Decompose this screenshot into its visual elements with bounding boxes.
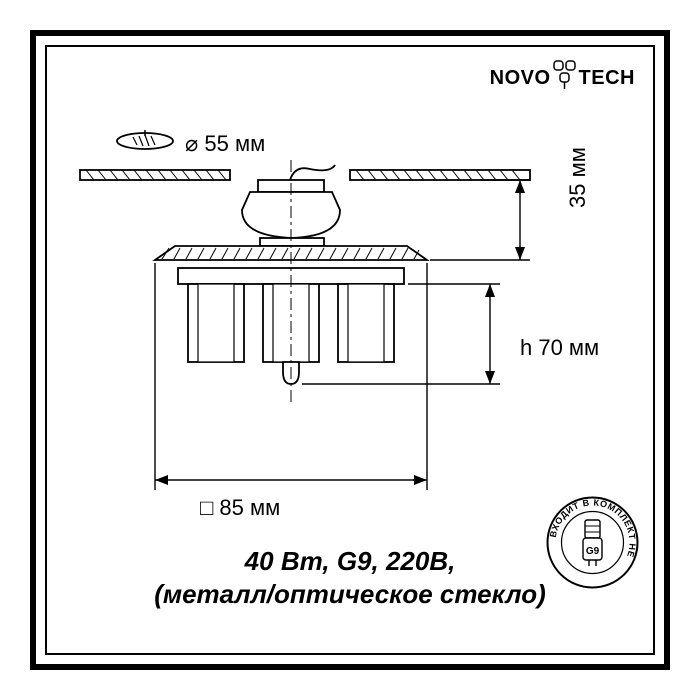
brand-logo: NOVO TECH — [490, 60, 635, 96]
drill-diameter-label: ⌀ 55 мм — [185, 131, 265, 157]
drill-spec: ⌀ 55 мм — [115, 130, 265, 157]
page: NOVO TECH ⌀ 55 мм — [0, 0, 700, 700]
badge-bulb-label: G9 — [586, 546, 600, 557]
brand-right: TECH — [579, 67, 635, 90]
dim-height-label: h 70 мм — [520, 335, 599, 361]
fixture-diagram — [60, 160, 640, 490]
dim-recess-label: 35 мм — [565, 147, 591, 208]
logo-glyph-icon — [553, 60, 577, 96]
drill-bit-icon — [115, 130, 175, 157]
dim-width-label: □ 85 мм — [200, 495, 280, 521]
brand-left: NOVO — [490, 67, 551, 90]
not-included-badge: ВХОДИТ В КОМПЛЕКТ НЕ G9 — [545, 495, 640, 590]
